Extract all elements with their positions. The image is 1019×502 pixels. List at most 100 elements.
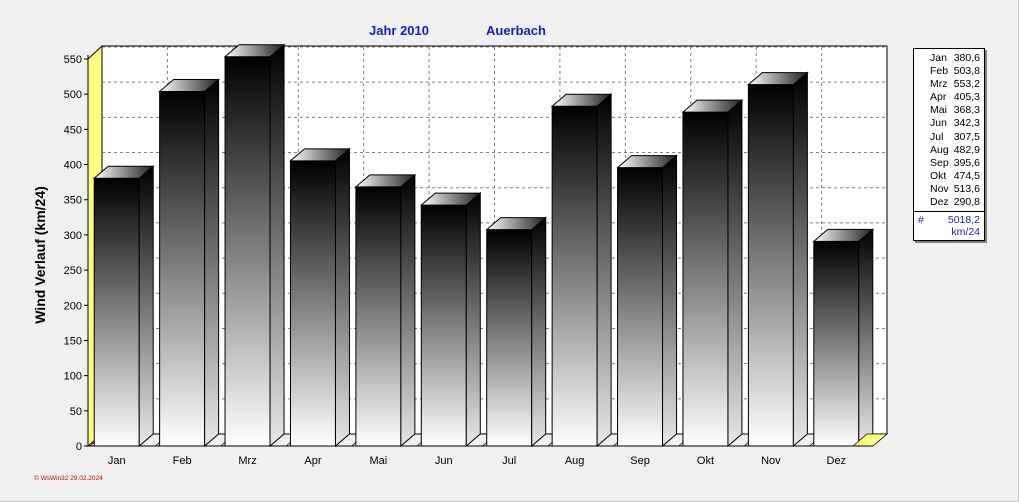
y-tick-label: 50 xyxy=(70,406,82,418)
legend-month: Jul xyxy=(930,130,944,143)
bar-top xyxy=(354,174,417,188)
y-tick-label: 300 xyxy=(64,230,82,242)
legend-row: Jan 380,6 xyxy=(918,52,980,65)
footer-credit: © WsWin32 29.02.2024 xyxy=(34,475,103,482)
bar-top xyxy=(550,93,613,107)
y-tick-label: 250 xyxy=(64,265,82,277)
bar-side xyxy=(531,216,547,448)
bar-jan xyxy=(88,165,155,448)
legend-month: Jun xyxy=(930,117,947,130)
x-tick-label: Apr xyxy=(304,455,321,467)
legend-row: Mrz 553,2 xyxy=(918,78,980,91)
legend-row: Jul 307,5 xyxy=(918,131,980,144)
legend-row: Feb 503,8 xyxy=(918,65,980,78)
bar-side xyxy=(662,154,678,448)
bar-side xyxy=(204,78,220,448)
x-tick-label: Sep xyxy=(630,455,650,467)
x-tick-label: Dez xyxy=(827,455,847,467)
legend-row: Apr 405,3 xyxy=(918,91,980,104)
legend-row: Dez 290,8 xyxy=(918,196,980,209)
legend-value: 482,9 xyxy=(953,143,980,156)
legend-box: Jan 380,6 Feb 503,8 Mrz 553,2 Apr 405,3 Mai 368,3… xyxy=(913,48,985,242)
bar-top xyxy=(158,79,220,93)
legend-value: 307,5 xyxy=(953,130,980,143)
y-tick-label: 0 xyxy=(76,441,82,453)
y-tick-label: 400 xyxy=(64,160,82,172)
x-tick-label: Okt xyxy=(697,455,714,467)
legend-row: Sep 395,6 xyxy=(918,157,980,170)
legend-month: Mai xyxy=(930,104,947,117)
bar-front xyxy=(551,105,598,447)
bar-dez xyxy=(808,228,875,448)
bar-mrz xyxy=(219,43,286,448)
legend-rows: Jan 380,6 Feb 503,8 Mrz 553,2 Apr 405,3 Mai 368,3… xyxy=(914,49,984,211)
legend-month: Okt xyxy=(930,169,947,182)
y-tick-label: 350 xyxy=(64,195,82,207)
x-tick-label: Mrz xyxy=(238,455,256,467)
bar-side xyxy=(596,93,612,448)
x-tick-label: Jan xyxy=(108,455,126,467)
y-tick-label: 100 xyxy=(64,371,82,383)
y-tick-label: 150 xyxy=(64,335,82,347)
bar-okt xyxy=(677,99,744,448)
bar-front xyxy=(682,111,729,447)
legend-month: Aug xyxy=(930,143,949,156)
bar-nov xyxy=(743,71,809,448)
bar-front xyxy=(813,240,860,447)
x-tick-label: Mai xyxy=(370,455,388,467)
bar-front xyxy=(486,229,533,447)
legend-total-value: 5018,2 xyxy=(947,214,980,227)
legend-month: Feb xyxy=(930,65,949,78)
bar-side xyxy=(792,71,808,448)
bar-front xyxy=(617,167,664,447)
chart-title-station: Auerbach xyxy=(486,23,546,38)
bar-mai xyxy=(350,173,417,448)
legend-value: 474,5 xyxy=(953,169,980,182)
bar-front xyxy=(420,204,467,447)
bar-side xyxy=(138,165,154,448)
chart-title-year: Jahr 2010 xyxy=(369,23,429,38)
legend-value: 513,6 xyxy=(953,182,980,195)
x-tick-label: Jun xyxy=(435,455,453,467)
legend-value: 380,6 xyxy=(953,52,980,64)
bar-side xyxy=(465,192,481,448)
bar-top xyxy=(92,165,155,179)
legend-value: 342,3 xyxy=(953,117,980,130)
y-tick-label: 500 xyxy=(64,89,82,101)
legend-row: Mai 368,3 xyxy=(918,104,980,117)
legend-value: 395,6 xyxy=(953,156,980,169)
bar-side xyxy=(334,147,350,448)
bar-front xyxy=(289,160,336,447)
bar-top xyxy=(485,217,548,231)
legend-value: 405,3 xyxy=(953,91,980,104)
legend-row: Nov 513,6 xyxy=(918,183,980,196)
legend-value: 368,3 xyxy=(953,104,980,117)
legend-total-symbol: # xyxy=(918,214,924,227)
bar-front xyxy=(747,84,794,447)
legend-month: Nov xyxy=(930,182,949,195)
legend-value: 503,8 xyxy=(953,65,980,78)
y-tick-label: 550 xyxy=(64,54,82,66)
bar-front xyxy=(355,186,402,447)
bar-top xyxy=(747,72,809,86)
bar-sep xyxy=(612,154,678,448)
y-tick-label: 200 xyxy=(64,300,82,312)
x-tick-label: Aug xyxy=(565,455,585,467)
legend-row: Jun 342,3 xyxy=(918,117,980,130)
bar-top xyxy=(419,192,482,206)
legend-row: Okt 474,5 xyxy=(918,170,980,183)
y-tick-label: 450 xyxy=(64,124,82,136)
bar-side xyxy=(858,228,874,448)
legend-total: # 5018,2 km/24 xyxy=(914,211,984,240)
legend-month: Mrz xyxy=(930,78,948,91)
legend-month: Apr xyxy=(930,91,947,104)
bar-aug xyxy=(546,93,613,448)
bar-top xyxy=(681,99,744,113)
legend-month: Dez xyxy=(930,196,949,209)
bar-apr xyxy=(285,147,351,448)
bar-front xyxy=(224,56,271,447)
legend-month: Jan xyxy=(930,52,947,64)
bar-jun xyxy=(416,192,482,448)
